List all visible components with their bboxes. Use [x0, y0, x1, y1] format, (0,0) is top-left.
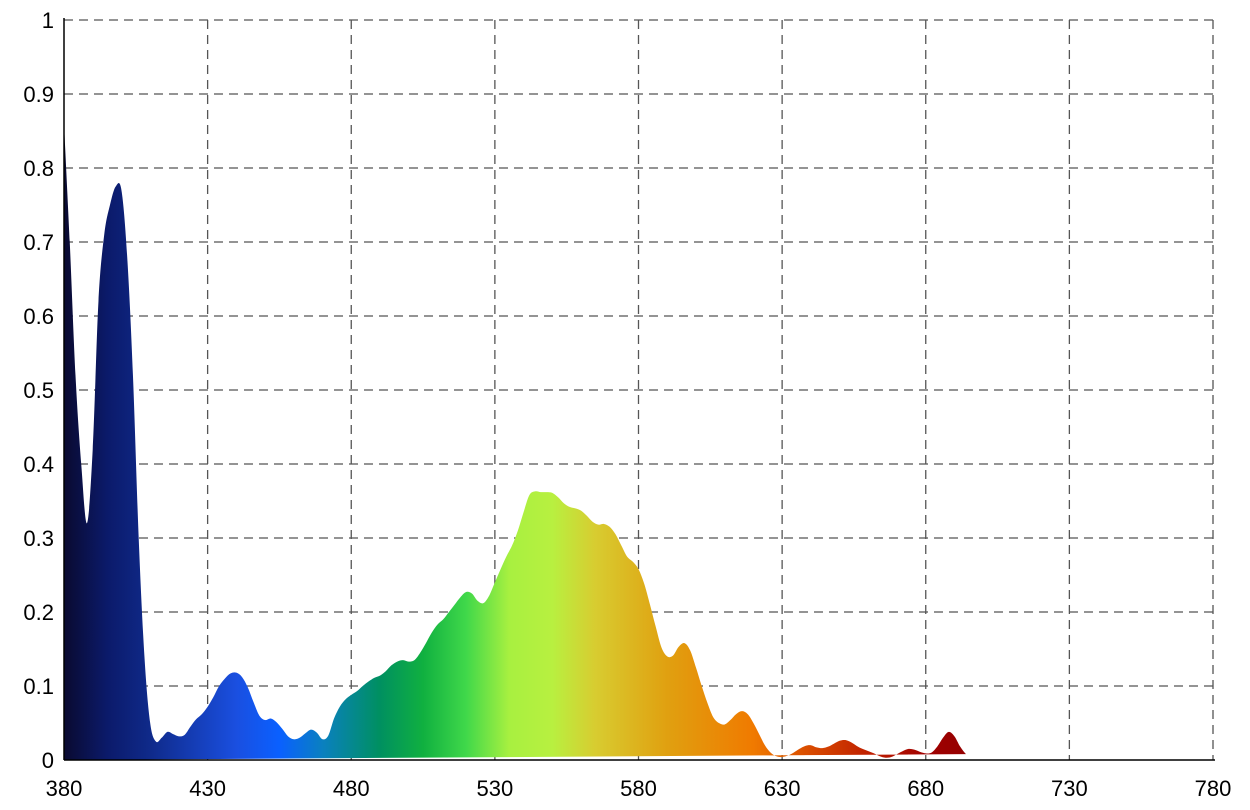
- x-tick-label: 580: [620, 776, 657, 801]
- y-tick-label: 0.7: [23, 230, 54, 255]
- x-tick-label: 430: [189, 776, 226, 801]
- y-axis-tick-labels: 0 0.1 0.2 0.3 0.4 0.5 0.6 0.7 0.8 0.9 1: [23, 8, 54, 773]
- x-tick-label: 680: [907, 776, 944, 801]
- y-tick-label: 0.1: [23, 674, 54, 699]
- y-tick-label: 0.6: [23, 304, 54, 329]
- x-tick-label: 480: [333, 776, 370, 801]
- axes-frame: [63, 18, 1215, 761]
- x-axis-tick-labels: 380 430 480 530 580 630 680 730 780: [46, 776, 1232, 801]
- x-tick-label: 380: [46, 776, 83, 801]
- y-tick-label: 0.4: [23, 452, 54, 477]
- x-tick-label: 630: [764, 776, 801, 801]
- y-tick-label: 0.8: [23, 156, 54, 181]
- x-tick-label: 530: [477, 776, 514, 801]
- spectrum-area: [64, 123, 966, 760]
- y-tick-label: 0.3: [23, 526, 54, 551]
- y-tick-label: 0: [42, 748, 54, 773]
- x-tick-label: 730: [1051, 776, 1088, 801]
- y-tick-label: 0.9: [23, 82, 54, 107]
- y-tick-label: 0.5: [23, 378, 54, 403]
- x-tick-label: 780: [1195, 776, 1232, 801]
- y-tick-label: 0.2: [23, 600, 54, 625]
- y-tick-label: 1: [42, 8, 54, 33]
